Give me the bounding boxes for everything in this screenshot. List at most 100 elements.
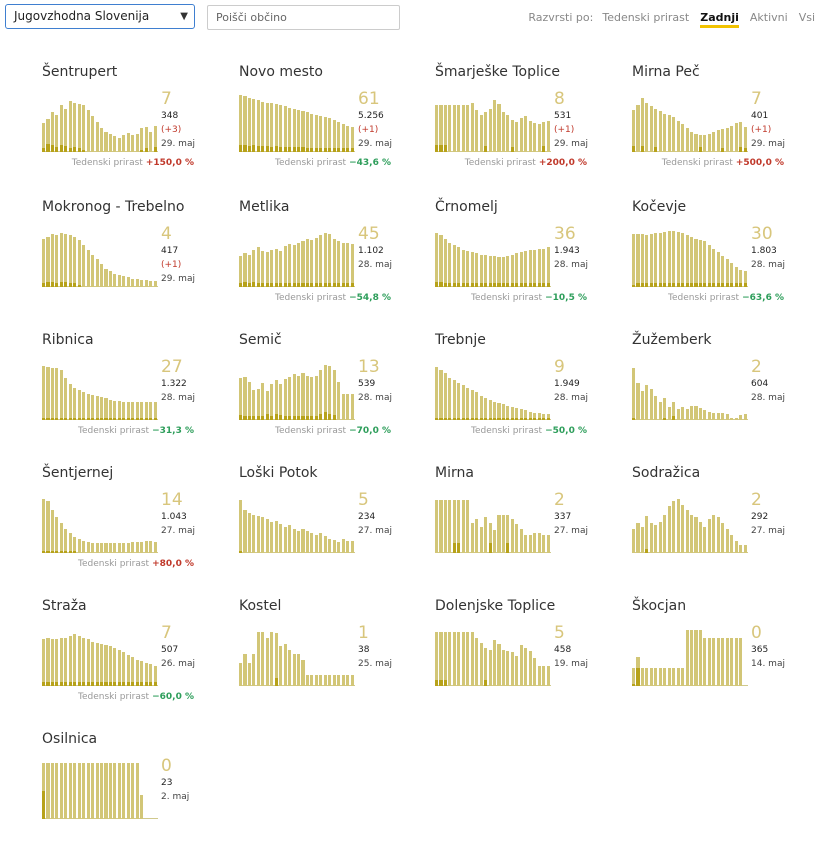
chart-bar <box>685 509 689 553</box>
chart-bar <box>645 385 649 420</box>
chart-bar <box>77 104 81 152</box>
chart-bar-highlight <box>288 147 292 152</box>
chart-bar-highlight <box>501 417 505 420</box>
chart-bar <box>55 114 59 152</box>
chart-bar-highlight <box>743 283 747 287</box>
sort-option-all[interactable]: Vsi <box>798 11 815 24</box>
chart-bar-highlight <box>77 284 81 287</box>
chart-bar <box>122 652 126 686</box>
municipality-card[interactable]: Metlika 45 1.102 28. maj Tedenski prirast −54… <box>239 199 399 317</box>
municipality-card[interactable]: Kostel 1 38 25. maj <box>239 598 399 716</box>
chart-bar <box>42 762 46 819</box>
chart-bar-highlight <box>64 282 68 287</box>
municipality-card[interactable]: Črnomelj 36 1.943 28. maj Tedenski prirast −1… <box>435 199 595 317</box>
search-input[interactable] <box>207 5 400 30</box>
chart-bar <box>64 108 68 152</box>
sort-option-weekly-growth[interactable]: Tedenski prirast <box>602 11 690 24</box>
chart-bar <box>131 402 135 420</box>
current-cases: 0 <box>161 756 172 776</box>
chart-bar <box>519 645 523 686</box>
chart-bar <box>519 118 523 152</box>
chart-bar <box>546 535 550 553</box>
current-cases: 8 <box>554 89 565 109</box>
chart-bar <box>301 373 305 420</box>
chart-bar <box>126 543 130 553</box>
chart-bar <box>439 632 443 686</box>
chart-bar-highlight <box>672 283 676 287</box>
last-update-date: 26. maj <box>161 659 195 669</box>
chart-bar-highlight <box>256 283 260 287</box>
current-cases: 1 <box>358 623 369 643</box>
chart-bar-highlight <box>292 147 296 152</box>
chart-bar <box>439 500 443 553</box>
chart-bar-highlight <box>667 283 671 287</box>
municipality-card[interactable]: Straža 7 507 26. maj Tedenski prirast −60,0 % <box>42 598 202 716</box>
sort-option-latest[interactable]: Zadnji <box>700 11 739 28</box>
chart-bar <box>91 394 95 420</box>
case-bar-chart <box>42 227 158 287</box>
municipality-card[interactable]: Šentrupert 7 348 (+3) 29. maj Tedenski priras… <box>42 64 202 182</box>
chart-bar-highlight <box>256 416 260 420</box>
chart-bar <box>113 136 117 152</box>
municipality-card[interactable]: Loški Potok 5 234 27. maj <box>239 465 399 583</box>
chart-bar <box>448 632 452 686</box>
sort-option-active[interactable]: Aktivni <box>749 11 788 24</box>
municipality-card[interactable]: Dolenjske Toplice 5 458 19. maj <box>435 598 595 716</box>
municipality-card[interactable]: Mirna Peč 7 401 (+1) 29. maj Tedenski prirast… <box>632 64 792 182</box>
chart-bar-highlight <box>694 283 698 287</box>
chart-bar <box>64 378 68 420</box>
weekly-growth-label: Tedenski prirast <box>275 158 347 168</box>
chart-bar <box>82 105 86 152</box>
weekly-growth-value: +500,0 % <box>735 158 784 168</box>
chart-bar-highlight <box>479 417 483 420</box>
chart-bar-highlight <box>135 682 139 686</box>
chart-bar <box>314 114 318 152</box>
chart-bar-highlight <box>140 417 144 420</box>
municipality-card[interactable]: Mokronog - Trebelno 4 417 (+1) 29. maj <box>42 199 202 317</box>
chart-bar <box>149 664 153 686</box>
chart-bar <box>470 252 474 287</box>
chart-bar-highlight <box>95 682 99 686</box>
municipality-card[interactable]: Sodražica 2 292 27. maj <box>632 465 792 583</box>
chart-bar <box>452 245 456 287</box>
chart-bar-highlight <box>131 417 135 420</box>
chart-bar <box>694 134 698 152</box>
chart-bar <box>310 532 314 553</box>
region-select[interactable]: Jugovzhodna Slovenija ▼ <box>5 4 195 29</box>
chart-bar <box>439 235 443 287</box>
total-cases: 417 <box>161 246 179 256</box>
chart-bar-highlight <box>50 417 54 420</box>
chart-bar <box>256 515 260 553</box>
municipality-card[interactable]: Mirna 2 337 27. maj <box>435 465 595 583</box>
chart-bar <box>707 411 711 420</box>
chart-bar <box>261 382 265 420</box>
municipality-name: Osilnica <box>42 731 98 747</box>
municipality-card[interactable]: Žužemberk 2 604 28. maj <box>632 332 792 450</box>
municipality-card[interactable]: Kočevje 30 1.803 28. maj Tedenski prirast −63… <box>632 199 792 317</box>
municipality-card[interactable]: Trebnje 9 1.949 28. maj Tedenski prirast −50,… <box>435 332 595 450</box>
municipality-card[interactable]: Novo mesto 61 5.256 (+1) 29. maj Tedenski pri… <box>239 64 399 182</box>
municipality-card[interactable]: Semič 13 539 28. maj Tedenski prirast −70,0 % <box>239 332 399 450</box>
chart-bar <box>42 366 46 420</box>
chart-bar-highlight <box>703 283 707 287</box>
chart-bar <box>73 102 77 152</box>
chart-bar <box>493 100 497 152</box>
municipality-card[interactable]: Osilnica 0 23 2. maj <box>42 731 202 841</box>
municipality-card[interactable]: Šmarješke Toplice 8 531 (+1) 29. maj Tedenski… <box>435 64 595 182</box>
chart-bar-highlight <box>297 147 301 152</box>
municipality-card[interactable]: Šentjernej 14 1.043 27. maj Tedenski prirast… <box>42 465 202 583</box>
chart-bar <box>82 392 86 420</box>
chart-bar <box>297 375 301 420</box>
chart-bar-highlight <box>515 417 519 420</box>
chart-bar <box>452 632 456 686</box>
chart-bar-highlight <box>461 417 465 420</box>
chart-bar <box>95 122 99 152</box>
chart-bar <box>519 409 523 420</box>
municipality-card[interactable]: Ribnica 27 1.322 28. maj Tedenski prirast −31… <box>42 332 202 450</box>
chart-bar <box>59 762 63 819</box>
chart-bar <box>685 629 689 686</box>
chart-bar <box>457 105 461 152</box>
municipality-name: Ribnica <box>42 332 94 348</box>
municipality-card[interactable]: Škocjan 0 365 14. maj <box>632 598 792 716</box>
chart-bar <box>50 234 54 287</box>
